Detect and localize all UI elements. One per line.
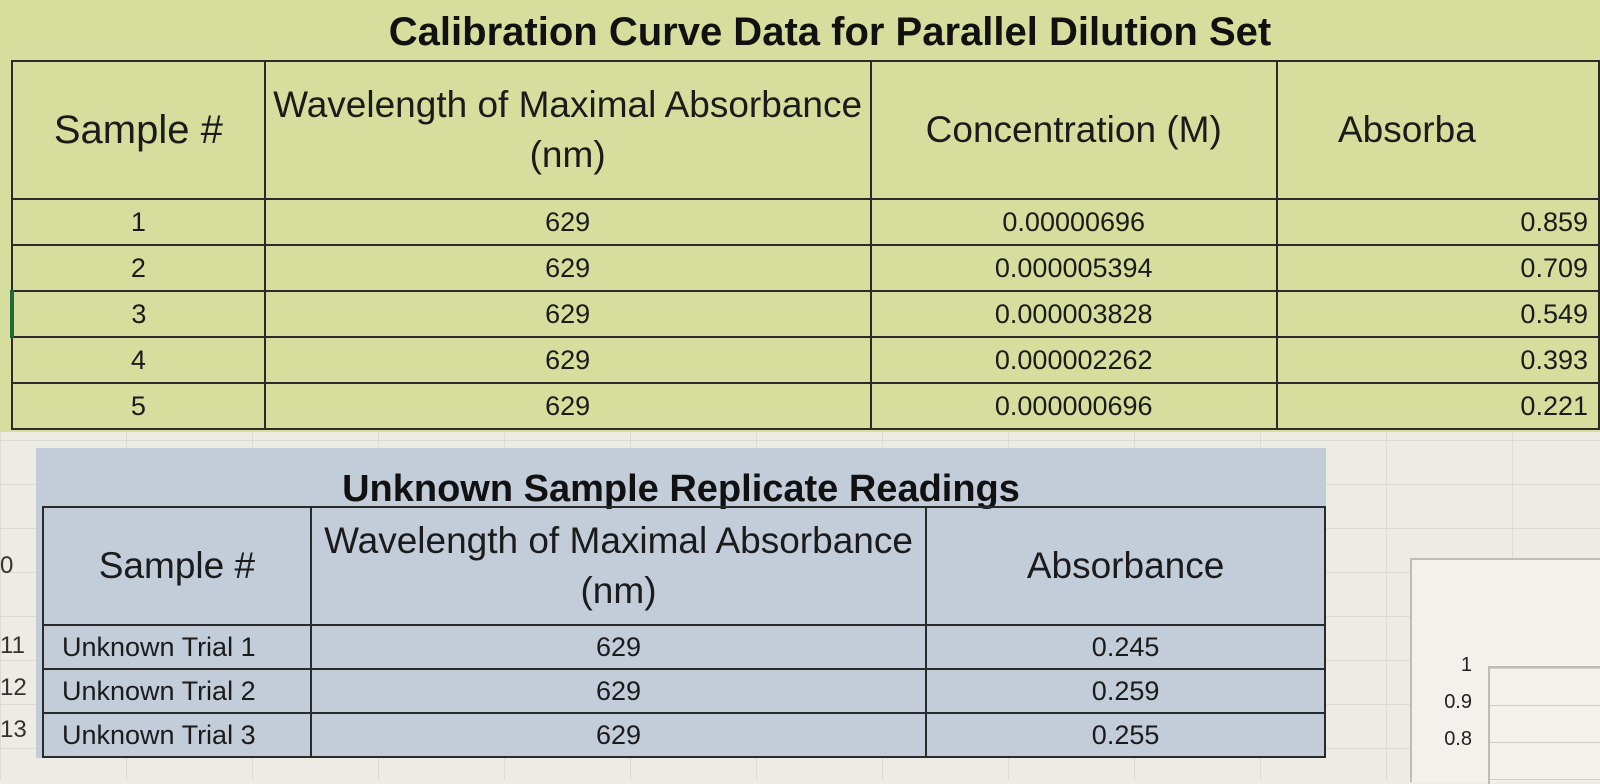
y-tick-label: 0.8 [1444,728,1472,750]
embedded-chart-fragment[interactable]: 1 0.9 0.8 [1410,558,1600,784]
cell-absorbance[interactable]: 0.259 [925,668,1326,714]
cell-sample[interactable]: 5 [11,382,266,430]
cell-wavelength[interactable]: 629 [309,624,928,670]
cell-sample-selected[interactable]: 3 [10,290,266,338]
unknown-header-row: Sample # Wavelength of Maximal Absorbanc… [42,506,1326,626]
cell-absorbance[interactable]: 0.221 [1275,382,1600,430]
row-header-13[interactable]: 13 [0,716,27,743]
header-absorbance[interactable]: Absorba [1275,60,1600,200]
cell-concentration[interactable]: 0.000002262 [869,336,1278,384]
calibration-table: Sample # Wavelength of Maximal Absorbanc… [10,60,1600,430]
cell-concentration[interactable]: 0.000000696 [869,382,1278,430]
y-tick-label: 1 [1460,654,1472,676]
header-wavelength[interactable]: Wavelength of Maximal Absorbance (nm) [263,60,872,200]
table-row: 1 629 0.00000696 0.859 [11,198,1600,246]
cell-absorbance[interactable]: 0.859 [1275,198,1600,246]
cell-wavelength[interactable]: 629 [263,382,872,430]
row-header-12[interactable]: 12 [0,674,27,701]
cell-absorbance[interactable]: 0.255 [925,712,1326,758]
cell-absorbance[interactable]: 0.393 [1275,336,1600,384]
table-row: 3 629 0.000003828 0.549 [10,290,1600,338]
cell-sample[interactable]: Unknown Trial 1 [42,624,312,670]
table-row: 5 629 0.000000696 0.221 [11,382,1600,430]
unknown-table-block: Unknown Sample Replicate Readings Sample… [36,448,1326,758]
header-absorbance[interactable]: Absorbance [925,506,1326,626]
row-header-10[interactable]: 0 [0,552,14,579]
cell-absorbance[interactable]: 0.245 [925,624,1326,670]
header-sample[interactable]: Sample # [42,506,312,626]
cell-wavelength[interactable]: 629 [309,668,928,714]
unknown-title[interactable]: Unknown Sample Replicate Readings [342,468,1020,510]
table-row: Unknown Trial 1 629 0.245 [42,624,1326,670]
y-tick-label: 0.9 [1444,691,1472,713]
cell-sample[interactable]: 1 [11,198,266,246]
calibration-header-row: Sample # Wavelength of Maximal Absorbanc… [11,60,1600,200]
unknown-table: Sample # Wavelength of Maximal Absorbanc… [42,506,1326,758]
cell-absorbance[interactable]: 0.549 [1275,290,1600,338]
header-concentration[interactable]: Concentration (M) [869,60,1278,200]
cell-concentration[interactable]: 0.00000696 [869,198,1278,246]
cell-wavelength[interactable]: 629 [263,244,872,292]
table-row: Unknown Trial 3 629 0.255 [42,712,1326,758]
cell-concentration[interactable]: 0.000005394 [869,244,1278,292]
cell-concentration[interactable]: 0.000003828 [869,290,1278,338]
cell-absorbance[interactable]: 0.709 [1275,244,1600,292]
calibration-table-block: Calibration Curve Data for Parallel Dilu… [0,0,1600,432]
cell-wavelength[interactable]: 629 [263,290,872,338]
header-sample[interactable]: Sample # [11,60,266,200]
cell-sample[interactable]: Unknown Trial 2 [42,668,312,714]
chart-plot-area[interactable] [1488,666,1600,784]
calibration-title[interactable]: Calibration Curve Data for Parallel Dilu… [388,10,1272,54]
cell-sample[interactable]: 4 [11,336,266,384]
cell-sample[interactable]: 2 [11,244,266,292]
header-wavelength[interactable]: Wavelength of Maximal Absorbance (nm) [309,506,928,626]
cell-sample[interactable]: Unknown Trial 3 [42,712,312,758]
table-row: Unknown Trial 2 629 0.259 [42,668,1326,714]
row-header-11[interactable]: 11 [0,632,25,659]
cell-wavelength[interactable]: 629 [263,198,872,246]
table-row: 2 629 0.000005394 0.709 [11,244,1600,292]
cell-wavelength[interactable]: 629 [263,336,872,384]
table-row: 4 629 0.000002262 0.393 [11,336,1600,384]
cell-wavelength[interactable]: 629 [309,712,928,758]
